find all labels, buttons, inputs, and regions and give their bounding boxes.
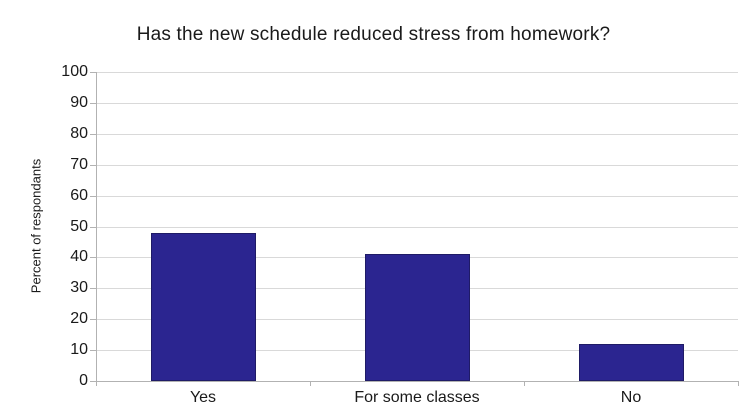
y-tick-label-30: 30: [70, 279, 88, 296]
gridline-100: [96, 72, 738, 73]
x-tick-mark: [96, 381, 97, 386]
y-tick-label-0: 0: [79, 372, 88, 389]
gridline-70: [96, 165, 738, 166]
y-tick-mark: [90, 350, 96, 351]
y-tick-mark: [90, 196, 96, 197]
y-tick-mark: [90, 381, 96, 382]
y-axis-line: [96, 72, 97, 382]
x-axis-line: [96, 381, 739, 382]
chart-title: Has the new schedule reduced stress from…: [136, 24, 611, 45]
x-tick-mark: [524, 381, 525, 386]
y-tick-mark: [90, 103, 96, 104]
gridline-50: [96, 227, 738, 228]
gridline-90: [96, 103, 738, 104]
gridline-60: [96, 196, 738, 197]
y-tick-mark: [90, 227, 96, 228]
y-tick-mark: [90, 134, 96, 135]
y-tick-label-10: 10: [70, 341, 88, 358]
y-tick-label-80: 80: [70, 125, 88, 142]
y-tick-label-90: 90: [70, 94, 88, 111]
y-tick-mark: [90, 288, 96, 289]
y-tick-mark: [90, 319, 96, 320]
y-tick-label-100: 100: [61, 63, 88, 80]
y-tick-mark: [90, 257, 96, 258]
y-tick-label-40: 40: [70, 248, 88, 265]
x-tick-mark: [738, 381, 739, 386]
x-category-label-no: No: [620, 389, 642, 406]
y-tick-label-50: 50: [70, 218, 88, 235]
x-category-label-for-some-classes: For some classes: [354, 389, 480, 406]
x-tick-mark: [310, 381, 311, 386]
y-tick-label-20: 20: [70, 310, 88, 327]
gridline-80: [96, 134, 738, 135]
bar-for-some-classes: [365, 254, 470, 381]
y-tick-label-70: 70: [70, 156, 88, 173]
bar-yes: [151, 233, 256, 381]
y-tick-mark: [90, 165, 96, 166]
y-tick-label-60: 60: [70, 187, 88, 204]
bar-no: [579, 344, 684, 381]
y-tick-mark: [90, 72, 96, 73]
x-category-label-yes: Yes: [189, 389, 217, 406]
